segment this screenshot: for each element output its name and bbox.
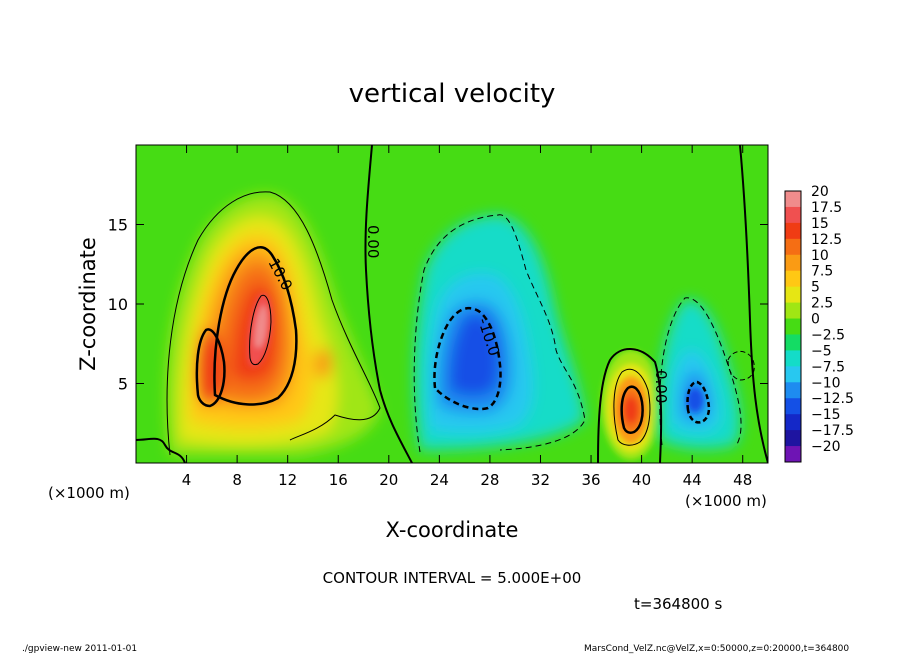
colorbar-label: 20 [811,184,829,200]
contour-label: 0.00 [364,225,382,258]
contour-zero-far-right [739,145,768,463]
colorbar-label: 0 [811,312,820,328]
contour-minus5-center [413,214,586,453]
footer-left: ./gpview-new 2011-01-01 [22,644,137,654]
colorbar-swatch [785,398,801,415]
y-tick-label: 15 [108,216,128,235]
y-tick-label: 10 [108,295,128,314]
contour-lines [136,145,768,463]
contour-minus5-small [727,351,755,381]
x-tick-label: 48 [733,471,752,489]
x-tick-label: 32 [531,471,550,489]
y-tick-label: 5 [118,375,128,394]
contour-5-left [166,191,381,456]
contour-minus10-right [686,380,711,424]
contour-10-small [195,328,226,408]
x-tick-label: 24 [430,471,449,489]
colorbar-label: 5 [811,280,820,296]
plot-area: 10.0 0.00 -10.0 0.00 [136,145,768,463]
contour-minus10-center [433,306,502,411]
x-tick-label: 44 [683,471,702,489]
colorbar-label: −12.5 [811,391,854,407]
positive-blob-right [601,350,661,460]
colorbar-swatch [785,254,801,272]
colorbar-swatch [785,430,801,447]
colorbar-label: −15 [811,407,841,423]
contour-10-left [213,246,298,406]
colorbar-swatch [785,238,801,256]
colorbar-label: −7.5 [811,359,845,375]
x-tick-label: 40 [632,471,651,489]
time-label: t=364800 s [634,595,722,613]
colorbar-swatch [785,334,801,351]
contour-zero-left [136,437,186,463]
colorbar-label: 10 [811,248,829,264]
colorbar-swatch [785,366,801,383]
x-tick-label: 20 [379,471,398,489]
colorbar-frame [784,190,802,463]
x-unit-left: (×1000 m) [48,484,130,502]
x-axis-label: X-coordinate [386,518,519,542]
colorbar-swatch [785,222,801,240]
contour-15-core [249,294,272,366]
x-tick-label: 16 [329,471,348,489]
colorbar-label: 17.5 [811,200,842,216]
x-unit-right: (×1000 m) [685,492,767,510]
colorbar-swatch [785,382,801,399]
colorbar-swatch [785,414,801,431]
negative-plume-center [414,215,585,450]
colorbar-swatch [785,286,801,304]
contour-10-right [620,385,644,435]
colorbar-swatch [785,318,801,335]
contour-interval: CONTOUR INTERVAL = 5.000E+00 [323,569,582,587]
negative-core-right [687,388,703,412]
colorbar-swatch [785,206,801,224]
contour-label: 0.00 [652,370,670,403]
colorbar-swatch [785,446,801,463]
colorbar-label: −17.5 [811,423,854,439]
x-tick-label: 8 [232,471,242,489]
colorbar-swatch [785,302,801,320]
chart-title: vertical velocity [349,79,556,109]
colorbar-swatch [785,191,801,208]
colorbar-label: −5 [811,343,832,359]
colorbar-label: −2.5 [811,327,845,343]
x-tick-label: 28 [480,471,499,489]
colorbar: 2017.51512.5107.552.50−2.5−5−7.5−10−12.5… [784,184,854,463]
x-axis: 4 8 12 16 20 24 28 32 36 40 44 48 [182,145,752,489]
colorbar-swatch [785,350,801,367]
colorbar-label: 12.5 [811,232,842,248]
colorbar-label: −20 [811,439,841,455]
x-tick-label: 4 [182,471,192,489]
x-tick-label: 12 [278,471,297,489]
y-axis-label: Z-coordinate [76,237,100,371]
contour-minus5-right [659,297,742,447]
colorbar-label: 15 [811,216,829,232]
contour-5-right [613,368,651,446]
footer-right: MarsCond_VelZ.nc@VelZ,x=0:50000,z=0:2000… [584,644,849,654]
colorbar-swatch [785,270,801,288]
contour-zero-center [364,145,413,463]
colorbar-label: 7.5 [811,264,833,280]
x-tick-label: 36 [581,471,600,489]
y-axis: 5 10 15 [108,216,768,394]
contour-zero-right [597,348,663,463]
colorbar-label: −10 [811,375,841,391]
colorbar-label: 2.5 [811,296,833,312]
